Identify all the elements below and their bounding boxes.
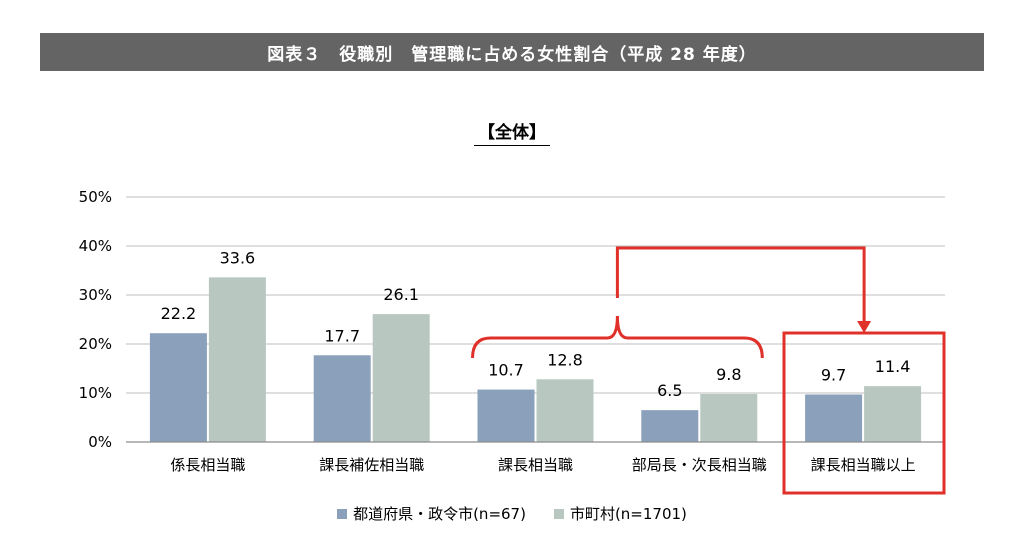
data-label: 22.2 xyxy=(161,304,197,323)
arrow-head xyxy=(857,321,872,333)
figure-title-banner: 図表３ 役職別 管理職に占める女性割合（平成 28 年度） xyxy=(40,33,984,71)
y-tick-label: 20% xyxy=(79,335,112,353)
arrow-line xyxy=(615,246,866,322)
data-label: 11.4 xyxy=(875,357,911,376)
bar-series2 xyxy=(864,386,922,442)
data-label: 33.6 xyxy=(220,248,256,267)
data-label: 6.5 xyxy=(657,381,682,400)
chart-subtitle: 【全体】 xyxy=(0,118,1024,146)
y-tick-label: 50% xyxy=(79,188,112,206)
legend-label-series2: 市町村(n=1701) xyxy=(569,505,687,523)
legend-swatch-series1 xyxy=(337,508,348,519)
bar-series2 xyxy=(536,379,594,442)
x-tick-label: 部局長・次長相当職 xyxy=(632,456,767,474)
y-tick-label: 40% xyxy=(79,237,112,255)
x-tick-label: 課長相当職以上 xyxy=(811,456,916,474)
bar-series2 xyxy=(372,314,430,442)
legend-label-series1: 都道府県・政令市(n=67) xyxy=(353,505,526,523)
data-label: 9.8 xyxy=(716,365,741,384)
group-bracket xyxy=(471,315,764,359)
data-label: 10.7 xyxy=(488,361,524,380)
y-tick-label: 30% xyxy=(79,286,112,304)
figure-title: 図表３ 役職別 管理職に占める女性割合（平成 28 年度） xyxy=(267,44,757,65)
bar-series1 xyxy=(477,389,535,442)
chart-subtitle-text: 【全体】 xyxy=(474,123,550,146)
y-tick-label: 0% xyxy=(88,433,112,451)
x-tick-label: 係長相当職 xyxy=(170,456,245,474)
bar-series1 xyxy=(149,333,207,442)
x-tick-label: 課長相当職 xyxy=(498,456,573,474)
y-tick-label: 10% xyxy=(79,384,112,402)
highlight-box xyxy=(782,331,946,495)
data-label: 12.8 xyxy=(547,350,583,369)
data-label: 17.7 xyxy=(324,326,360,345)
legend-item-series1: 都道府県・政令市(n=67) xyxy=(337,503,526,524)
x-tick-label: 課長補佐相当職 xyxy=(319,456,424,474)
legend: 都道府県・政令市(n=67) 市町村(n=1701) xyxy=(0,503,1024,524)
legend-item-series2: 市町村(n=1701) xyxy=(553,503,687,524)
legend-swatch-series2 xyxy=(553,508,564,519)
bar-series1 xyxy=(641,410,699,442)
bar-series2 xyxy=(208,277,266,442)
bar-series2 xyxy=(700,393,758,442)
data-label: 9.7 xyxy=(821,365,846,384)
bar-series1 xyxy=(313,355,371,442)
bar-series1 xyxy=(805,394,863,442)
data-label: 26.1 xyxy=(383,285,419,304)
